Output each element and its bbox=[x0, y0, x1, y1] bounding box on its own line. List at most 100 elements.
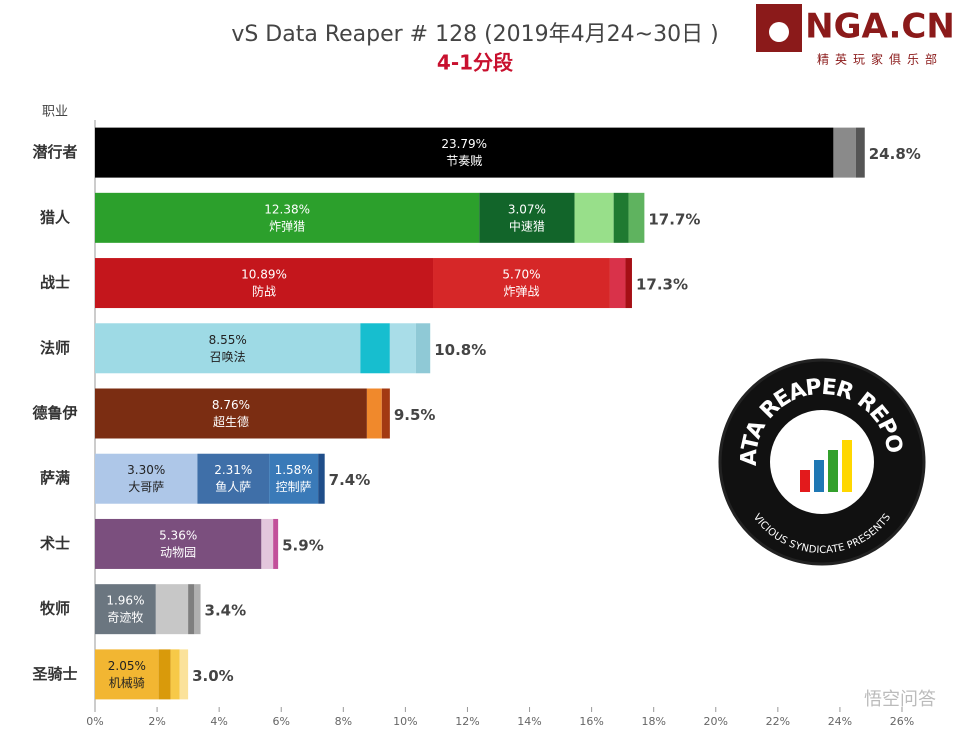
segment-value-label: 3.07% bbox=[508, 202, 546, 216]
logo-text: NGA.CN bbox=[805, 7, 955, 47]
bar-segment bbox=[95, 649, 159, 700]
bar-segment bbox=[261, 518, 274, 569]
bar-segment bbox=[609, 258, 626, 309]
segment-name-label: 机械骑 bbox=[109, 675, 145, 690]
bar-segment bbox=[433, 258, 610, 309]
chart-title: vS Data Reaper # 128 (2019年4月24~30日 ) bbox=[231, 22, 718, 47]
bar-segment bbox=[625, 258, 632, 309]
bar-segment bbox=[170, 649, 180, 700]
total-label: 3.4% bbox=[205, 602, 247, 620]
x-tick-label: 12% bbox=[455, 715, 479, 728]
segment-name-label: 节奏贼 bbox=[446, 153, 482, 168]
bar-segment bbox=[479, 192, 575, 243]
segment-value-label: 10.89% bbox=[241, 268, 287, 282]
total-label: 5.9% bbox=[282, 536, 324, 554]
segment-value-label: 2.31% bbox=[214, 463, 252, 477]
logo: NGA.CN 精英玩家俱乐部 bbox=[756, 4, 955, 67]
segment-value-label: 12.38% bbox=[264, 202, 310, 216]
segment-name-label: 大哥萨 bbox=[128, 480, 164, 494]
total-label: 17.7% bbox=[648, 210, 700, 228]
segment-value-label: 8.55% bbox=[209, 333, 247, 347]
segment-name-label: 炸弹战 bbox=[503, 285, 539, 299]
segment-value-label: 3.30% bbox=[127, 463, 165, 477]
segment-value-label: 5.70% bbox=[502, 268, 540, 282]
bar-segment bbox=[381, 388, 390, 439]
x-tick-label: 24% bbox=[828, 715, 852, 728]
bar-segment bbox=[833, 127, 856, 178]
category-label: 萨满 bbox=[40, 469, 70, 487]
total-label: 3.0% bbox=[192, 667, 234, 685]
bar-segment bbox=[95, 518, 262, 569]
total-label: 17.3% bbox=[636, 276, 688, 294]
x-tick-label: 16% bbox=[579, 715, 603, 728]
x-tick-label: 4% bbox=[210, 715, 227, 728]
segment-name-label: 召唤法 bbox=[210, 350, 246, 364]
bar-segment bbox=[415, 323, 431, 374]
bar-segment bbox=[574, 192, 614, 243]
total-label: 10.8% bbox=[434, 341, 486, 359]
bar-segment bbox=[628, 192, 645, 243]
x-tick-label: 14% bbox=[517, 715, 541, 728]
watermark: 悟空问答 bbox=[864, 689, 936, 710]
segment-name-label: 炸弹猎 bbox=[269, 219, 305, 233]
total-label: 9.5% bbox=[394, 406, 436, 424]
category-label: 德鲁伊 bbox=[32, 404, 77, 422]
bar-segment bbox=[197, 453, 270, 504]
segment-value-label: 1.58% bbox=[275, 463, 313, 477]
bar-segment bbox=[155, 584, 189, 635]
segment-value-label: 8.76% bbox=[212, 398, 250, 412]
chart-subtitle: 4-1分段 bbox=[437, 51, 513, 75]
bar-segment bbox=[194, 584, 201, 635]
x-tick-label: 26% bbox=[890, 715, 914, 728]
x-tick-label: 18% bbox=[641, 715, 665, 728]
x-tick-label: 2% bbox=[148, 715, 165, 728]
badge-icon bbox=[814, 460, 824, 492]
bar-segment bbox=[188, 584, 195, 635]
bar-segment bbox=[360, 323, 390, 374]
bar-segment bbox=[318, 453, 325, 504]
segment-name-label: 防战 bbox=[252, 284, 276, 299]
bar-segment bbox=[95, 323, 361, 374]
segment-value-label: 1.96% bbox=[106, 594, 144, 608]
y-axis-label: 职业 bbox=[42, 105, 68, 120]
segment-value-label: 5.36% bbox=[159, 528, 197, 542]
category-label: 猎人 bbox=[40, 208, 71, 226]
segment-value-label: 23.79% bbox=[441, 137, 487, 151]
x-tick-label: 22% bbox=[766, 715, 790, 728]
logo-tagline: 精英玩家俱乐部 bbox=[817, 52, 943, 67]
bar-segment bbox=[95, 192, 480, 243]
bar-segment bbox=[613, 192, 629, 243]
segment-name-label: 超生德 bbox=[213, 414, 249, 429]
bar-segment bbox=[273, 518, 279, 569]
bar-segment bbox=[179, 649, 189, 700]
x-tick-label: 10% bbox=[393, 715, 417, 728]
segment-name-label: 动物园 bbox=[160, 545, 196, 559]
category-label: 潜行者 bbox=[32, 143, 77, 161]
bar-segment bbox=[855, 127, 865, 178]
category-label: 法师 bbox=[40, 339, 70, 357]
badge-icon bbox=[828, 450, 838, 492]
bar-segment bbox=[366, 388, 382, 439]
bar-segment bbox=[158, 649, 171, 700]
segment-name-label: 中速猎 bbox=[509, 218, 545, 233]
bar-segment bbox=[95, 453, 198, 504]
category-label: 术士 bbox=[40, 534, 70, 552]
badge-icon bbox=[800, 470, 810, 492]
total-label: 24.8% bbox=[869, 145, 921, 163]
bar-segment bbox=[95, 584, 156, 635]
bar-segment bbox=[95, 127, 834, 178]
x-tick-label: 8% bbox=[335, 715, 352, 728]
x-tick-label: 6% bbox=[273, 715, 290, 728]
x-tick-label: 0% bbox=[86, 715, 103, 728]
segment-name-label: 鱼人萨 bbox=[215, 480, 251, 494]
x-tick-label: 20% bbox=[704, 715, 728, 728]
category-label: 牧师 bbox=[40, 600, 70, 618]
segment-value-label: 2.05% bbox=[108, 659, 146, 673]
segment-name-label: 奇迹牧 bbox=[107, 611, 143, 625]
logo-paw bbox=[769, 22, 789, 42]
badge-icon bbox=[842, 440, 852, 492]
bar-segment bbox=[95, 258, 434, 309]
category-label: 圣骑士 bbox=[31, 665, 77, 683]
category-label: 战士 bbox=[40, 274, 70, 292]
